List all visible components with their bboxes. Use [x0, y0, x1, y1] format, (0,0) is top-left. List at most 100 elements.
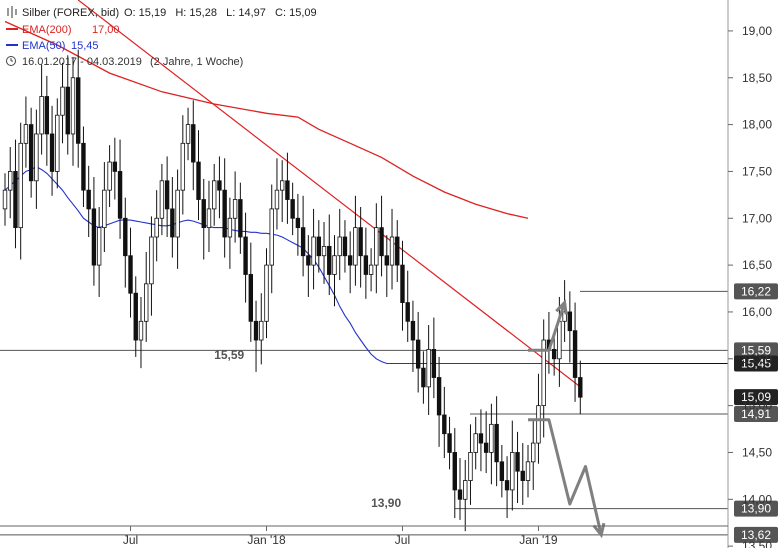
candle: [384, 235, 389, 297]
candle: [463, 459, 468, 532]
level-price-label-bg: [734, 389, 778, 406]
candle-body: [285, 180, 290, 200]
candle: [311, 208, 316, 290]
candle: [264, 248, 269, 339]
candle-body: [76, 77, 81, 144]
horizontal-levels: 15,5915,4516,2215,0914,9113,9013,6215,59…: [0, 283, 778, 543]
candle: [353, 195, 358, 286]
candle-body: [248, 274, 254, 322]
candle-body: [321, 245, 327, 257]
candle-body: [196, 161, 201, 200]
candle-body: [180, 142, 186, 191]
candle-body: [211, 180, 217, 210]
candle: [49, 105, 55, 196]
price-annotation: 13,90: [371, 496, 401, 510]
candle-body: [463, 480, 468, 500]
candle: [389, 208, 395, 290]
level-price-label: 14,91: [741, 407, 771, 421]
candle-body: [65, 86, 70, 135]
candle-body: [191, 124, 196, 163]
chart-type-icon[interactable]: [5, 6, 19, 18]
y-tick-label: 13,50: [742, 539, 772, 548]
candle: [374, 203, 379, 294]
candle-body: [473, 433, 478, 453]
candle: [259, 293, 264, 365]
candle-body: [405, 302, 410, 322]
candle: [44, 75, 50, 166]
candle: [39, 64, 44, 155]
candle: [70, 57, 76, 166]
candle-body: [28, 124, 34, 182]
candle: [572, 302, 578, 402]
trendline-layer: [77, 0, 581, 388]
level-price-label: 15,09: [741, 390, 771, 404]
candle-body: [86, 189, 91, 210]
level-price-label: 16,22: [741, 284, 771, 298]
candle: [379, 195, 384, 277]
candle: [468, 424, 473, 505]
candle: [96, 207, 102, 297]
candle-body: [44, 96, 50, 135]
legend-date-range: 16.01.2017 - 04.03.2019: [22, 56, 142, 68]
candle: [515, 431, 520, 504]
candle: [520, 443, 525, 505]
y-tick-label: 16,50: [742, 258, 772, 272]
candle-body: [144, 283, 149, 322]
candle-body: [389, 236, 395, 266]
candle-body: [201, 199, 206, 229]
candle-body: [483, 442, 489, 453]
candle: [415, 311, 421, 393]
clock-icon: [6, 56, 16, 66]
candle-body: [138, 320, 144, 341]
candle: [211, 163, 217, 226]
projection-up-arrow-head: [555, 299, 568, 315]
candle: [123, 197, 128, 288]
candle-body: [572, 330, 578, 378]
y-tick-label: 19,00: [742, 24, 772, 38]
ema50-line: [4, 166, 581, 365]
legend-ema50-name: EMA(50): [22, 40, 65, 52]
candle: [238, 182, 243, 254]
candle: [567, 291, 573, 363]
candle: [217, 156, 222, 219]
candle: [91, 177, 97, 286]
candle-body: [316, 236, 321, 257]
ema200-layer: [4, 20, 529, 219]
candle: [227, 197, 233, 269]
y-tick-label: 16,00: [742, 305, 772, 319]
candle: [551, 332, 557, 376]
candle-body: [175, 189, 180, 238]
candle: [102, 162, 107, 252]
candle: [279, 160, 285, 223]
candle: [86, 165, 91, 237]
candle: [191, 100, 196, 191]
candle: [164, 156, 170, 237]
candle-body: [478, 433, 484, 444]
candle-body: [520, 470, 525, 481]
candle-body: [368, 264, 374, 275]
candles: [2, 49, 583, 532]
candle-body: [510, 452, 515, 491]
candle: [206, 180, 212, 252]
candle: [112, 137, 118, 200]
candle-body: [238, 199, 243, 238]
legend-symbol: Silber (FOREX, bid): [22, 7, 119, 19]
candle-body: [504, 480, 510, 491]
candle: [232, 171, 238, 243]
candle: [447, 416, 452, 470]
price-annotation: 15,59: [214, 348, 244, 362]
candle: [410, 300, 416, 372]
candle: [541, 319, 546, 438]
candle-body: [81, 142, 86, 191]
candle-body: [499, 461, 505, 481]
candle-body: [384, 255, 389, 266]
y-tick-label: 14,00: [742, 492, 772, 506]
level-price-label-bg: [734, 342, 778, 359]
level-price-label: 13,90: [741, 502, 771, 516]
candle-body: [415, 339, 421, 369]
candle: [159, 163, 165, 236]
candle: [431, 317, 437, 399]
candle-body: [431, 349, 437, 378]
candle-body: [128, 255, 133, 294]
candle-body: [551, 349, 557, 360]
